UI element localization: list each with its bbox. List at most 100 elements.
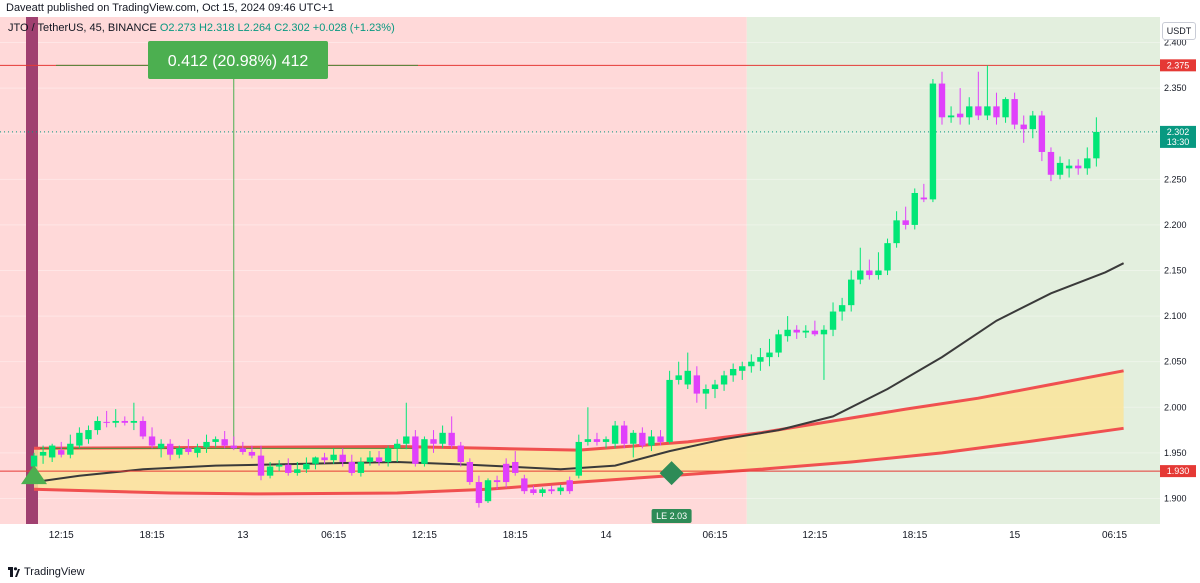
candle-body (502, 463, 510, 483)
candle-body (657, 436, 664, 442)
candle (384, 445, 392, 467)
price-axis[interactable]: 1.900 1.950 2.000 2.050 2.100 2.150 2.200 2.250… (1160, 17, 1200, 543)
currency-label[interactable]: USDT (1162, 22, 1196, 40)
current-price-tag: 2.302 (1167, 127, 1190, 137)
candle (321, 452, 328, 464)
candle-body (194, 447, 201, 453)
candle-body (148, 436, 156, 446)
price-tick-label: 2.400 (1164, 38, 1187, 48)
candle-body (575, 441, 582, 476)
candle (639, 427, 646, 449)
candle (366, 451, 374, 466)
candle-body (130, 420, 138, 423)
candle (566, 476, 573, 494)
candle (312, 456, 319, 470)
candle-body (566, 480, 573, 492)
candle (657, 430, 664, 446)
candle (76, 427, 83, 449)
candle (239, 441, 247, 455)
candle (975, 71, 982, 121)
candle (630, 430, 637, 458)
candle (112, 409, 119, 428)
candle-body (739, 366, 746, 371)
candle (702, 384, 710, 410)
time-tick-label: 12:15 (412, 530, 437, 541)
published-caption: Daveatt published on TradingView.com, Oc… (6, 2, 334, 14)
candle (1093, 117, 1100, 167)
band-lower-line (33, 426, 1124, 496)
candle-body (85, 430, 92, 440)
candle-body (403, 436, 410, 444)
candle-body (757, 357, 764, 362)
candle-body (857, 270, 864, 280)
candle-body (630, 432, 637, 444)
candle (956, 88, 964, 125)
candle (766, 338, 773, 367)
candle (185, 439, 192, 455)
symbol-name[interactable]: JTO / TetherUS, 45, BINANCE (8, 22, 157, 34)
ema-line (33, 262, 1125, 484)
candle-body (548, 489, 555, 492)
candle-body (729, 368, 737, 376)
current-price-tag-countdown: 13:30 (1167, 137, 1190, 147)
candle-body (48, 445, 56, 458)
candle-body (366, 457, 374, 462)
candle-body (539, 489, 546, 493)
candle-body (303, 463, 310, 470)
chart-area[interactable]: 0.412 (20.98%) 412 LE 2.03 12:15 18:15 13 06:… (0, 17, 1161, 543)
candle-body (956, 113, 964, 118)
candle-body (412, 436, 419, 464)
candle-body (1002, 99, 1009, 118)
candle (275, 460, 283, 472)
candle (820, 325, 828, 380)
candle-body (167, 443, 174, 455)
candle (257, 445, 265, 481)
candle-body (348, 461, 355, 473)
time-tick-label: 06:15 (702, 530, 727, 541)
candle (493, 475, 501, 490)
candle (938, 71, 946, 125)
candle-body (893, 220, 900, 244)
candle-body (221, 439, 228, 446)
candle (403, 402, 410, 450)
candle-body (802, 330, 809, 333)
signal-bar (26, 17, 38, 524)
candle-body (121, 420, 128, 423)
candle (802, 325, 809, 338)
candle (838, 297, 846, 321)
candle (729, 363, 737, 382)
candle (285, 458, 292, 476)
candle (457, 441, 464, 467)
candle-body (94, 420, 101, 431)
candle (303, 457, 310, 473)
candle-body (475, 482, 483, 504)
candle-body (938, 83, 946, 118)
candle-body (684, 370, 691, 385)
candle (67, 434, 74, 459)
candle-body (58, 450, 65, 455)
candle-body (720, 375, 728, 385)
candle-body (448, 432, 455, 446)
candle-body (1047, 151, 1055, 175)
candle-body (139, 420, 147, 437)
candle (739, 361, 746, 380)
candle-body (430, 439, 437, 444)
candle (947, 106, 955, 123)
candle-body (911, 192, 918, 225)
candle-body (1084, 158, 1091, 169)
candle-body (1038, 115, 1046, 152)
candle (666, 370, 673, 444)
candle (621, 420, 628, 449)
candle (1056, 156, 1064, 180)
price-chart[interactable]: 0.412 (20.98%) 412 LE 2.03 12:15 18:15 13 06:… (0, 17, 1160, 543)
candle-body (375, 457, 383, 462)
current-price-tag-box (1160, 125, 1196, 148)
candle (829, 302, 837, 337)
candle-body (557, 487, 564, 492)
candle (502, 458, 510, 488)
candle-body (294, 469, 301, 473)
candle-body (748, 361, 755, 367)
candle-body (203, 441, 210, 448)
candle (484, 478, 492, 504)
candle (148, 427, 156, 449)
